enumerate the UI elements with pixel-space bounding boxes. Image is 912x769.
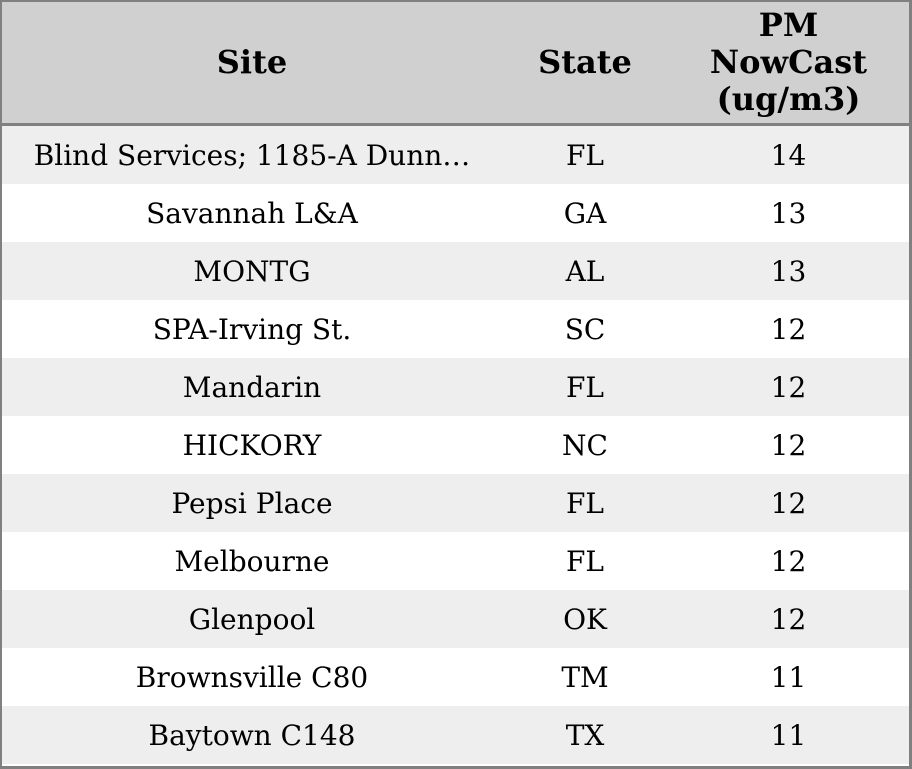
- pm-value-cell: 12: [770, 312, 807, 346]
- site-cell: Mandarin: [182, 370, 322, 404]
- state-cell: TX: [565, 718, 605, 752]
- state-cell: OK: [563, 602, 607, 636]
- table-row: Brownsville C80 TM 11: [2, 648, 909, 706]
- site-cell: Glenpool: [188, 602, 316, 636]
- state-cell: SC: [564, 312, 606, 346]
- site-cell: Melbourne: [174, 544, 330, 578]
- site-cell: Pepsi Place: [171, 486, 333, 520]
- table-row: Baytown C148 TX 11: [2, 706, 909, 764]
- table-row: Pepsi Place FL 12: [2, 474, 909, 532]
- table-row: HICKORY NC 12: [2, 416, 909, 474]
- state-cell: FL: [565, 138, 605, 172]
- pm-value-cell: 11: [770, 718, 807, 752]
- pm-value-cell: 12: [770, 544, 807, 578]
- column-header-site: Site: [216, 43, 288, 81]
- site-cell: Baytown C148: [148, 718, 356, 752]
- state-cell: GA: [563, 196, 607, 230]
- site-cell: Savannah L&A: [146, 196, 358, 230]
- site-cell: SPA-Irving St.: [152, 312, 352, 346]
- pm-value-cell: 12: [770, 428, 807, 462]
- site-cell: MONTG: [193, 254, 311, 288]
- table-row: Melbourne FL 12: [2, 532, 909, 590]
- pm-value-cell: 13: [770, 196, 807, 230]
- table-row: MONTG AL 13: [2, 242, 909, 300]
- pm-value-cell: 12: [770, 486, 807, 520]
- table-row: Glenpool OK 12: [2, 590, 909, 648]
- state-cell: NC: [562, 428, 608, 462]
- state-cell: AL: [565, 254, 605, 288]
- table-row: SPA-Irving St. SC 12: [2, 300, 909, 358]
- column-header-pm-nowcast: PM NowCast (ug/m3): [709, 6, 868, 118]
- table-header-row: Site State PM NowCast (ug/m3): [2, 2, 909, 126]
- pm-value-cell: 14: [770, 138, 807, 172]
- pm-value-cell: 12: [770, 602, 807, 636]
- site-cell: HICKORY: [182, 428, 322, 462]
- state-cell: FL: [565, 370, 605, 404]
- site-cell: Brownsville C80: [135, 660, 369, 694]
- state-cell: FL: [565, 544, 605, 578]
- state-cell: FL: [565, 486, 605, 520]
- table-row: Blind Services; 1185-A Dunn… FL 14: [2, 126, 909, 184]
- pm-value-cell: 13: [770, 254, 807, 288]
- state-cell: TM: [561, 660, 609, 694]
- pm-value-cell: 12: [770, 370, 807, 404]
- table-body: Blind Services; 1185-A Dunn… FL 14 Savan…: [2, 126, 909, 764]
- table-row: Mandarin FL 12: [2, 358, 909, 416]
- table-row: Savannah L&A GA 13: [2, 184, 909, 242]
- site-cell: Blind Services; 1185-A Dunn…: [33, 138, 471, 172]
- column-header-state: State: [538, 43, 632, 81]
- pm-value-cell: 11: [770, 660, 807, 694]
